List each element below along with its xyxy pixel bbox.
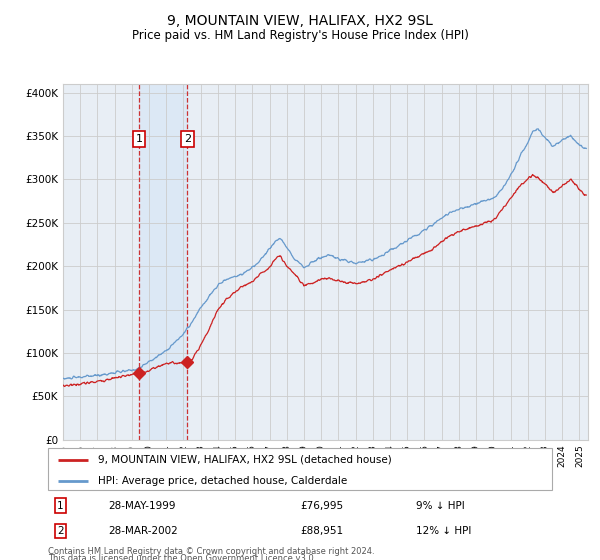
Text: 9% ↓ HPI: 9% ↓ HPI (416, 501, 464, 511)
Text: 28-MAY-1999: 28-MAY-1999 (109, 501, 176, 511)
Text: Contains HM Land Registry data © Crown copyright and database right 2024.: Contains HM Land Registry data © Crown c… (48, 547, 374, 556)
Text: This data is licensed under the Open Government Licence v3.0.: This data is licensed under the Open Gov… (48, 554, 316, 560)
Text: 1: 1 (57, 501, 64, 511)
Text: 2: 2 (57, 526, 64, 536)
Text: 1: 1 (136, 134, 142, 144)
Bar (139, 84, 187, 440)
Text: £76,995: £76,995 (300, 501, 343, 511)
Text: 9, MOUNTAIN VIEW, HALIFAX, HX2 9SL: 9, MOUNTAIN VIEW, HALIFAX, HX2 9SL (167, 14, 433, 28)
Text: 28-MAR-2002: 28-MAR-2002 (109, 526, 178, 536)
Text: Price paid vs. HM Land Registry's House Price Index (HPI): Price paid vs. HM Land Registry's House … (131, 29, 469, 42)
Text: 2: 2 (184, 134, 191, 144)
Text: £88,951: £88,951 (300, 526, 343, 536)
Text: 12% ↓ HPI: 12% ↓ HPI (416, 526, 471, 536)
Text: 9, MOUNTAIN VIEW, HALIFAX, HX2 9SL (detached house): 9, MOUNTAIN VIEW, HALIFAX, HX2 9SL (deta… (98, 455, 392, 465)
Text: HPI: Average price, detached house, Calderdale: HPI: Average price, detached house, Cald… (98, 476, 347, 486)
